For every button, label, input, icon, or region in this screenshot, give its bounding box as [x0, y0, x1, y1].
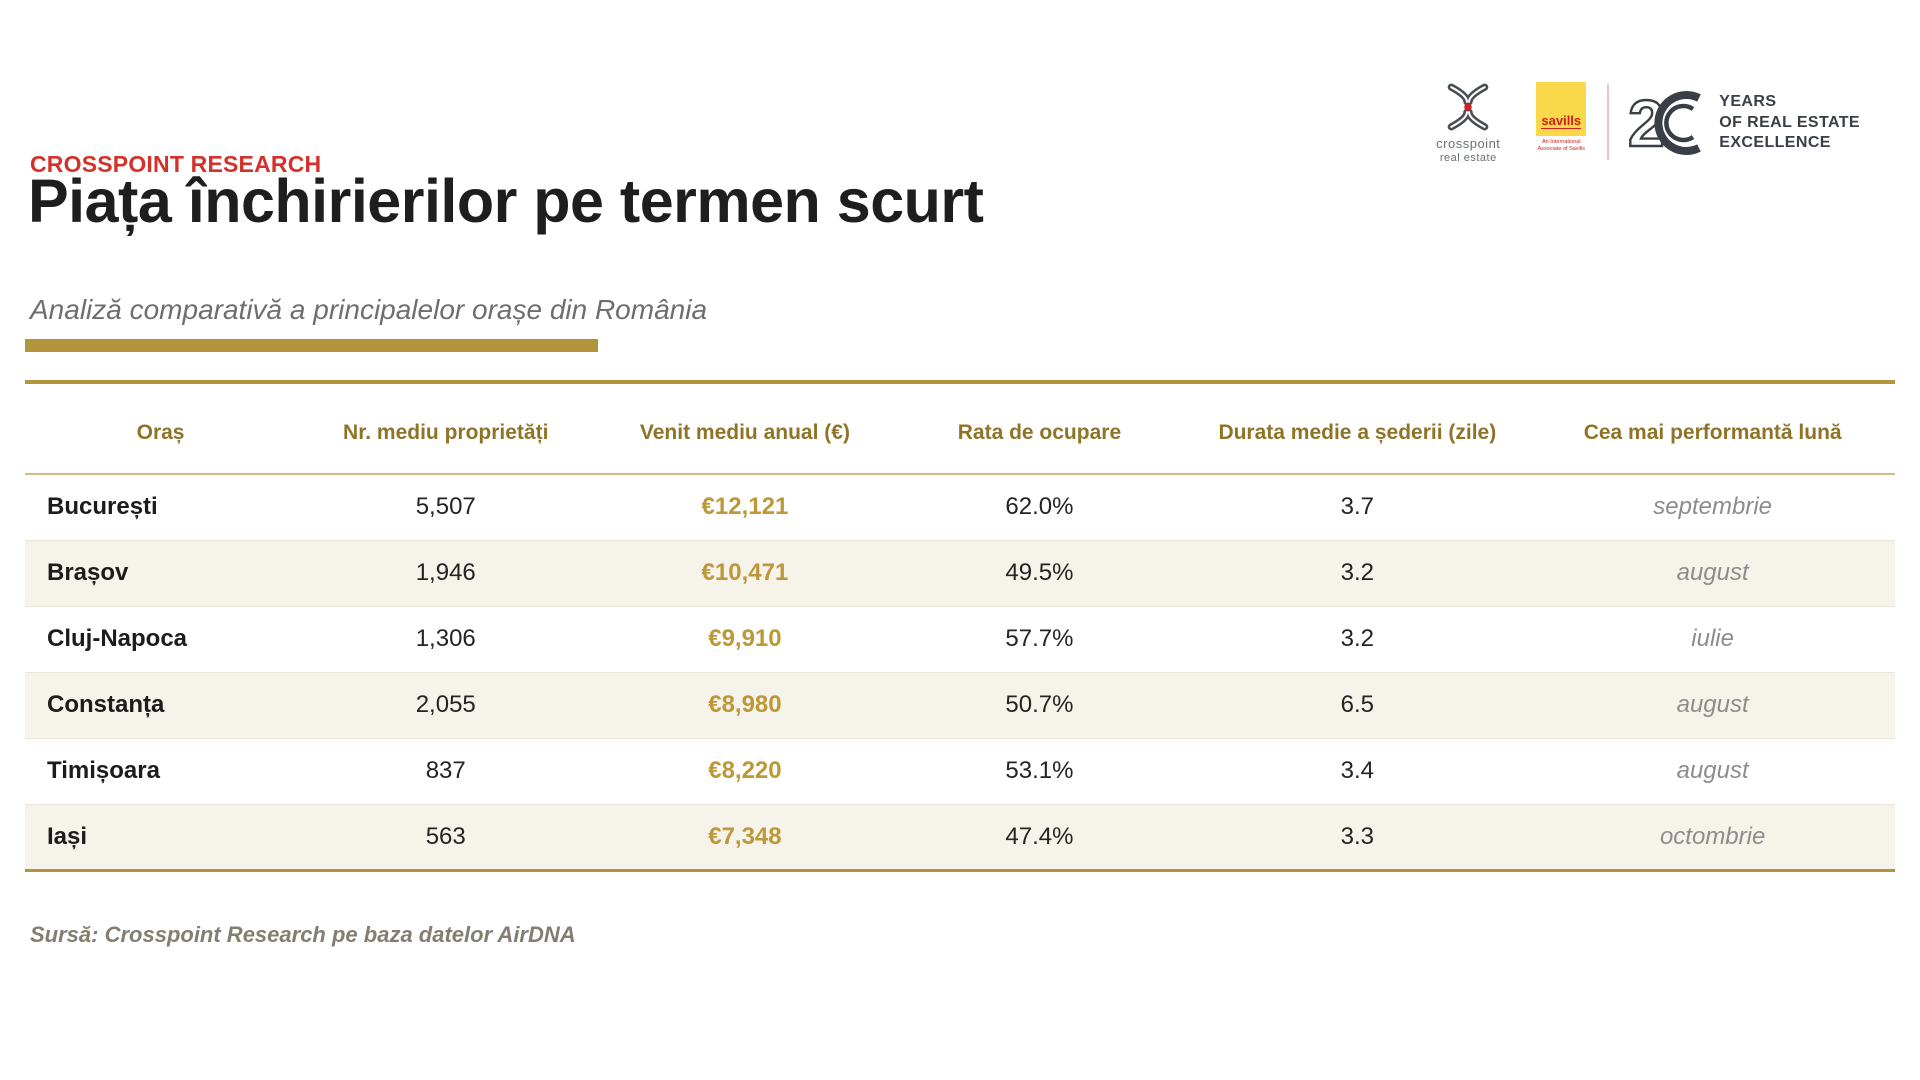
stay-cell: 6.5	[1184, 671, 1531, 738]
occupancy-cell: 47.4%	[894, 803, 1185, 870]
savills-yellow-box: savills	[1536, 82, 1587, 136]
logo-divider	[1607, 84, 1610, 160]
column-header-properties: Nr. mediu proprietăți	[296, 382, 596, 475]
table-row-bucuresti: București 5,507 €12,121 62.0% 3.7 septem…	[25, 474, 1895, 540]
page-subtitle: Analiză comparativă a principalelor oraș…	[30, 294, 708, 325]
table-body: București 5,507 €12,121 62.0% 3.7 septem…	[25, 474, 1895, 870]
city-cell: Brașov	[25, 539, 297, 606]
revenue-cell: €8,980	[595, 671, 895, 738]
occupancy-cell: 50.7%	[894, 671, 1185, 738]
revenue-cell: €12,121	[701, 493, 789, 521]
month-cell: august	[1530, 737, 1895, 804]
city-cell: Constanța	[25, 671, 297, 738]
properties-cell: 563	[296, 803, 596, 870]
month-cell: iulie	[1530, 605, 1895, 672]
month-cell: august	[1530, 671, 1895, 738]
anniversary-line2: OF REAL ESTATE	[1719, 113, 1860, 131]
column-header-month: Cea mai performantă lună	[1530, 382, 1895, 475]
logo-bar: crosspoint real estate savills An Intern…	[1429, 82, 1860, 165]
revenue-cell: €9,910	[595, 605, 895, 672]
stay-cell: 3.3	[1184, 803, 1531, 870]
crosspoint-wordmark-line2: real estate	[1439, 151, 1497, 164]
savills-wordmark: savills	[1541, 112, 1582, 129]
anniversary-20-icon: 2	[1627, 85, 1702, 161]
revenue-cell: €8,220	[595, 737, 895, 804]
month-cell: august	[1530, 539, 1895, 606]
stay-cell: 3.2	[1184, 539, 1531, 606]
month-cell: octombrie	[1530, 803, 1895, 870]
stay-cell: 3.7	[1340, 493, 1375, 521]
column-header-city: Oraș	[25, 382, 297, 475]
revenue-cell: €7,348	[595, 803, 895, 870]
stay-cell: 3.2	[1184, 605, 1531, 672]
table-row-timisoara: Timișoara 837 €8,220 53.1% 3.4 august	[25, 737, 1895, 804]
table-row-cluj-napoca: Cluj-Napoca 1,306 €9,910 57.7% 3.2 iulie	[25, 605, 1895, 672]
properties-cell: 5,507	[415, 493, 476, 521]
comparison-table-wrap: Oraș Nr. mediu proprietăți Venit mediu a…	[25, 380, 1895, 872]
savills-logo: savills An International Associate of Sa…	[1529, 82, 1593, 153]
stay-cell: 3.4	[1184, 737, 1531, 804]
city-cell: Timișoara	[25, 737, 297, 804]
anniversary-logo: 2 YEARS OF REAL ESTATE EXCELLENCE	[1627, 84, 1860, 162]
city-cell: Iași	[25, 803, 297, 870]
column-header-stay: Durata medie a șederii (zile)	[1184, 382, 1531, 475]
comparison-table: Oraș Nr. mediu proprietăți Venit mediu a…	[25, 380, 1895, 872]
properties-cell: 1,946	[296, 539, 596, 606]
title-underline-bar	[25, 339, 598, 352]
anniversary-text: YEARS OF REAL ESTATE EXCELLENCE	[1719, 92, 1860, 154]
anniversary-line1: YEARS	[1719, 92, 1777, 110]
revenue-cell: €10,471	[595, 539, 895, 606]
occupancy-cell: 49.5%	[894, 539, 1185, 606]
anniversary-line3: EXCELLENCE	[1719, 134, 1831, 152]
city-cell: București	[47, 493, 158, 521]
month-cell: septembrie	[1653, 493, 1773, 521]
city-cell: Cluj-Napoca	[25, 605, 297, 672]
source-note: Sursă: Crosspoint Research pe baza datel…	[30, 922, 576, 947]
crosspoint-wordmark: crosspoint real estate	[1436, 136, 1500, 165]
occupancy-cell: 57.7%	[894, 605, 1185, 672]
table-row-brasov: Brașov 1,946 €10,471 49.5% 3.2 august	[25, 539, 1895, 606]
savills-tagline: An International Associate of Savills	[1537, 139, 1585, 153]
table-header-row: Oraș Nr. mediu proprietăți Venit mediu a…	[25, 382, 1895, 475]
crosspoint-logo-icon	[1447, 83, 1489, 131]
properties-cell: 1,306	[296, 605, 596, 672]
table-row-constanta: Constanța 2,055 €8,980 50.7% 6.5 august	[25, 671, 1895, 738]
properties-cell: 837	[296, 737, 596, 804]
occupancy-cell: 53.1%	[894, 737, 1185, 804]
column-header-revenue: Venit mediu anual (€)	[595, 382, 895, 475]
column-header-occupancy: Rata de ocupare	[894, 382, 1185, 475]
table-row-iasi: Iași 563 €7,348 47.4% 3.3 octombrie	[25, 803, 1895, 870]
crosspoint-logo: crosspoint real estate	[1429, 82, 1507, 165]
research-eyebrow: CROSSPOINT RESEARCH	[30, 151, 322, 177]
occupancy-cell: 62.0%	[1005, 493, 1074, 521]
properties-cell: 2,055	[296, 671, 596, 738]
page-title: Piața închirierilor pe termen scurt	[28, 167, 984, 235]
crosspoint-red-dot	[1464, 103, 1473, 111]
crosspoint-wordmark-line1: crosspoint	[1436, 136, 1501, 151]
